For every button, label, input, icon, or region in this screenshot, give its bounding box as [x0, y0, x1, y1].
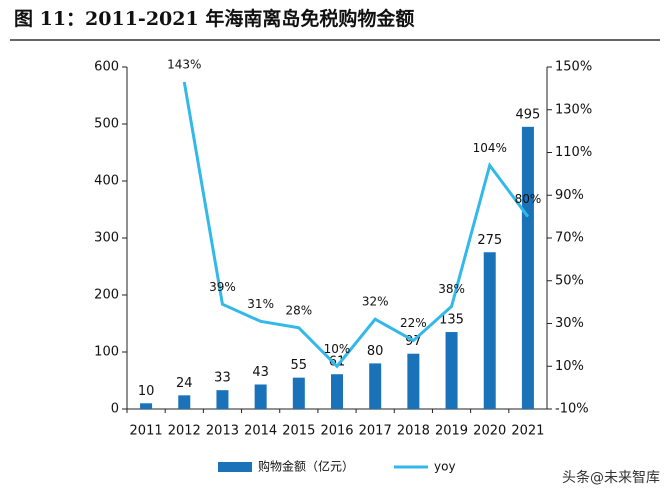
legend-label: 购物金额（亿元） [258, 459, 354, 474]
bar [216, 390, 229, 409]
x-tick-label: 2014 [244, 424, 277, 439]
x-tick-label: 2018 [397, 424, 430, 439]
bar-value-label: 24 [176, 376, 193, 391]
x-tick-label: 2016 [320, 424, 353, 439]
x-tick-label: 2015 [282, 424, 315, 439]
x-tick-label: 2017 [359, 424, 392, 439]
chart-title: 图 11：2011-2021 年海南离岛免税购物金额 [14, 7, 414, 30]
line-value-label: 32% [362, 295, 389, 309]
line-value-label: 143% [167, 57, 201, 71]
line-value-label: 80% [515, 192, 542, 206]
bar-value-label: 135 [439, 313, 464, 328]
line-value-label: 39% [209, 280, 236, 294]
watermark: 头条@未来智库 [562, 469, 660, 486]
y-tick-label: 600 [94, 60, 119, 75]
bar-value-label: 55 [291, 358, 308, 373]
bar [369, 363, 382, 409]
y2-tick-label: 70% [555, 231, 584, 246]
bar [445, 332, 458, 409]
x-tick-label: 2019 [435, 424, 468, 439]
y-tick-label: 500 [94, 117, 119, 132]
bar-value-label: 495 [515, 107, 540, 122]
y2-tick-label: 50% [555, 273, 584, 288]
legend-label: yoy [434, 460, 456, 474]
line-value-label: 38% [438, 282, 465, 296]
x-tick-label: 2021 [511, 424, 544, 439]
y2-tick-label: 90% [555, 188, 584, 203]
y-tick-label: 0 [111, 402, 119, 417]
bar-value-label: 10 [138, 384, 155, 399]
line-value-label: 10% [324, 342, 351, 356]
legend-swatch [218, 462, 252, 472]
x-tick-label: 2012 [168, 424, 201, 439]
bar [331, 374, 343, 409]
line-value-label: 28% [285, 303, 312, 317]
x-tick-label: 2011 [130, 424, 163, 439]
yoy-line [182, 81, 530, 369]
x-tick-label: 2020 [473, 424, 506, 439]
bar [407, 353, 420, 409]
bar [178, 395, 191, 409]
y-tick-label: 300 [94, 231, 119, 246]
bar-value-label: 33 [214, 371, 231, 386]
bar-value-label: 43 [252, 365, 269, 380]
y-tick-label: 100 [94, 345, 119, 360]
bar [292, 377, 305, 409]
y-tick-label: 200 [94, 288, 119, 303]
bar-value-label: 275 [477, 233, 502, 248]
y2-tick-label: 130% [555, 102, 592, 117]
bar [254, 384, 267, 409]
line-value-label: 22% [400, 316, 427, 330]
y2-tick-label: -10% [555, 402, 589, 417]
line-value-label: 31% [247, 297, 274, 311]
y2-tick-label: 30% [555, 316, 584, 331]
y2-tick-label: 150% [555, 60, 592, 75]
y2-tick-label: 10% [555, 359, 584, 374]
x-tick-label: 2013 [206, 424, 239, 439]
line-value-label: 104% [473, 141, 507, 155]
bar [140, 403, 153, 409]
bar-value-label: 80 [367, 344, 384, 359]
bar [483, 252, 496, 409]
bar-value-label: 61 [329, 355, 346, 370]
bar [521, 126, 534, 409]
y2-tick-label: 110% [555, 145, 592, 160]
y-tick-label: 400 [94, 174, 119, 189]
